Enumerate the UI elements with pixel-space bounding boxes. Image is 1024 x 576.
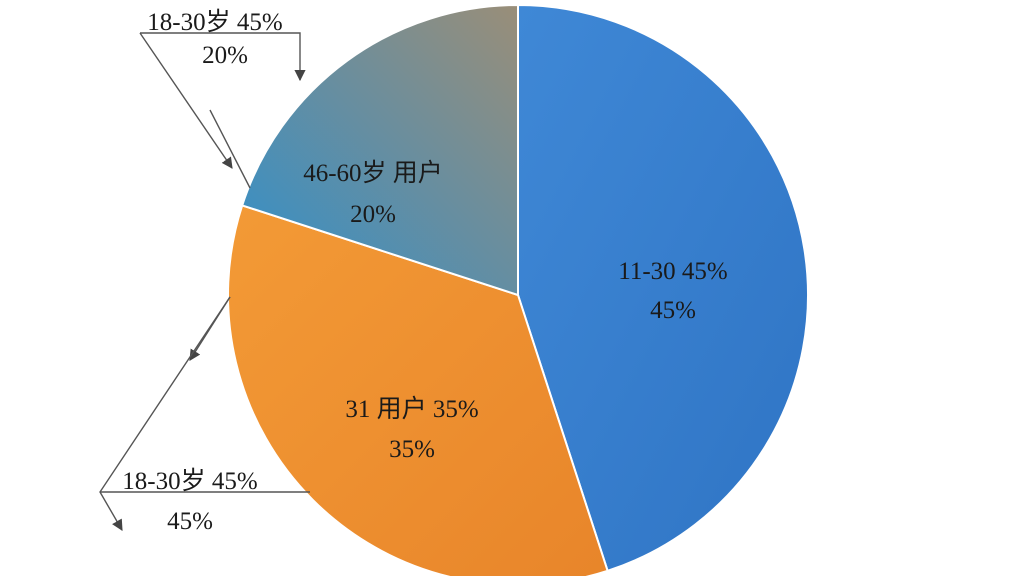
slice-label-3: 46-60岁 用户 xyxy=(303,159,443,187)
pie-slice-3 xyxy=(240,3,519,297)
callout-bottom-label: 18-30岁 45% xyxy=(122,467,257,495)
callout-top-label: 18-30岁 45% xyxy=(147,8,282,36)
pie-slice-1 xyxy=(517,3,809,573)
callout-top-value: 20% xyxy=(202,42,248,69)
slice-label-1: 11-30 45% xyxy=(618,258,727,285)
slice-value-3: 20% xyxy=(350,201,396,228)
slice-value-2: 35% xyxy=(389,436,435,463)
callout-top: 18-30岁 45% 20% xyxy=(139,8,306,189)
slice-value-1: 45% xyxy=(650,297,696,324)
slice-label-2: 31 用户 35% xyxy=(345,395,478,423)
pie-slices xyxy=(227,3,809,576)
callout-bottom-value: 45% xyxy=(167,508,213,535)
callout-bottom: 18-30岁 45% 45% xyxy=(99,296,310,535)
pie-slice-2 xyxy=(227,204,609,576)
